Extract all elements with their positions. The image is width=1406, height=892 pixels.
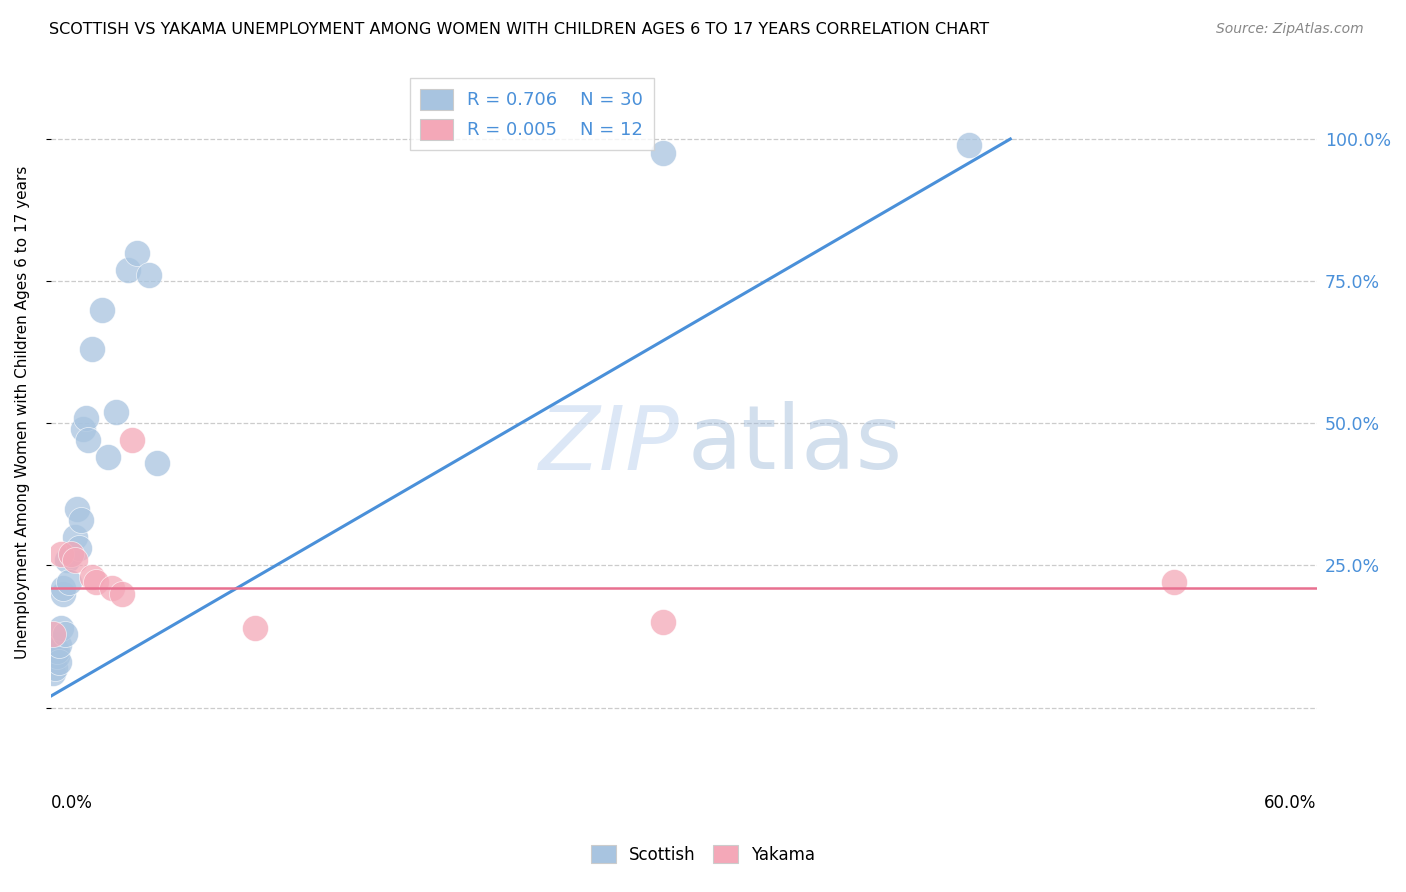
Point bbox=[66, 501, 89, 516]
Point bbox=[46, 643, 69, 657]
Point bbox=[80, 343, 103, 357]
Point bbox=[42, 666, 65, 681]
Point bbox=[52, 587, 75, 601]
Point bbox=[42, 626, 65, 640]
Point bbox=[44, 661, 66, 675]
Text: 0.0%: 0.0% bbox=[51, 795, 93, 813]
Point bbox=[52, 581, 75, 595]
Legend: R = 0.706    N = 30, R = 0.005    N = 12: R = 0.706 N = 30, R = 0.005 N = 12 bbox=[409, 78, 654, 151]
Point bbox=[652, 146, 675, 161]
Point bbox=[75, 410, 97, 425]
Text: atlas: atlas bbox=[688, 401, 903, 488]
Point bbox=[652, 615, 675, 630]
Legend: Scottish, Yakama: Scottish, Yakama bbox=[585, 838, 821, 871]
Point bbox=[84, 575, 107, 590]
Point bbox=[146, 456, 169, 470]
Point bbox=[90, 302, 112, 317]
Point bbox=[58, 575, 80, 590]
Point bbox=[53, 626, 76, 640]
Y-axis label: Unemployment Among Women with Children Ages 6 to 17 years: Unemployment Among Women with Children A… bbox=[15, 165, 30, 658]
Text: SCOTTISH VS YAKAMA UNEMPLOYMENT AMONG WOMEN WITH CHILDREN AGES 6 TO 17 YEARS COR: SCOTTISH VS YAKAMA UNEMPLOYMENT AMONG WO… bbox=[49, 22, 990, 37]
Point bbox=[101, 581, 124, 595]
Text: 60.0%: 60.0% bbox=[1264, 795, 1316, 813]
Point bbox=[72, 422, 94, 436]
Point bbox=[111, 587, 134, 601]
Point bbox=[1163, 575, 1185, 590]
Point bbox=[56, 552, 79, 566]
Point bbox=[959, 137, 981, 152]
Point bbox=[97, 450, 120, 465]
Point bbox=[48, 655, 70, 669]
Point bbox=[49, 547, 72, 561]
Point bbox=[67, 541, 90, 556]
Point bbox=[138, 268, 160, 283]
Text: Source: ZipAtlas.com: Source: ZipAtlas.com bbox=[1216, 22, 1364, 37]
Point bbox=[65, 552, 87, 566]
Point bbox=[117, 262, 139, 277]
Point bbox=[49, 621, 72, 635]
Text: ZIP: ZIP bbox=[538, 402, 681, 488]
Point bbox=[48, 638, 70, 652]
Point bbox=[65, 530, 87, 544]
Point bbox=[76, 434, 98, 448]
Point bbox=[46, 649, 69, 664]
Point bbox=[60, 547, 83, 561]
Point bbox=[121, 434, 143, 448]
Point bbox=[60, 547, 83, 561]
Point bbox=[105, 405, 128, 419]
Point bbox=[243, 621, 266, 635]
Point bbox=[125, 245, 148, 260]
Point bbox=[70, 513, 93, 527]
Point bbox=[80, 570, 103, 584]
